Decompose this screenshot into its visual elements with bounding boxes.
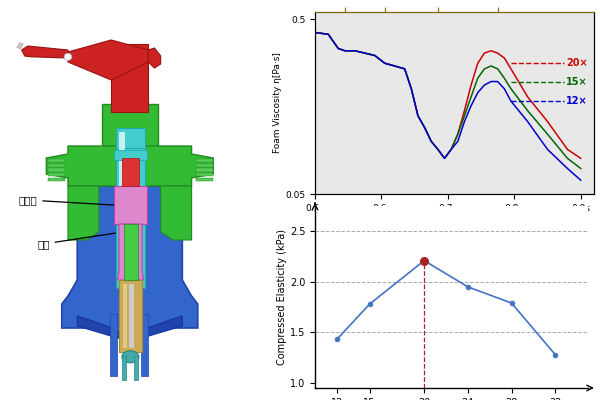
Text: 空气室: 空气室: [19, 195, 125, 208]
Polygon shape: [77, 316, 182, 338]
Bar: [110, 314, 118, 376]
Text: 20×: 20×: [566, 58, 588, 68]
Ellipse shape: [122, 351, 139, 363]
Bar: [48, 164, 65, 167]
Polygon shape: [62, 186, 198, 328]
Bar: [115, 186, 147, 224]
Text: 液室: 液室: [37, 229, 132, 249]
Bar: [48, 178, 65, 181]
Bar: [116, 136, 145, 288]
Polygon shape: [148, 48, 161, 68]
Ellipse shape: [64, 53, 72, 60]
Bar: [122, 158, 139, 186]
X-axis label: elapsed  time: elapsed time: [421, 216, 488, 226]
Bar: [196, 159, 213, 162]
Bar: [196, 168, 213, 172]
Bar: [119, 280, 142, 352]
Bar: [115, 150, 147, 160]
Bar: [122, 284, 127, 348]
Y-axis label: Foam Viscosity η[Pa·s]: Foam Viscosity η[Pa·s]: [274, 52, 283, 154]
Polygon shape: [118, 224, 143, 280]
Bar: [48, 168, 65, 172]
Bar: [140, 314, 148, 376]
Text: 15×: 15×: [566, 76, 588, 86]
Bar: [196, 178, 213, 181]
Polygon shape: [161, 186, 191, 240]
Polygon shape: [68, 40, 148, 80]
Bar: [129, 284, 134, 348]
Bar: [119, 132, 125, 200]
Text: 12×: 12×: [566, 96, 588, 106]
Bar: [122, 356, 126, 380]
Polygon shape: [68, 186, 99, 240]
Y-axis label: Compressed Elasticity (kPa): Compressed Elasticity (kPa): [277, 229, 287, 365]
Bar: [102, 104, 158, 148]
Bar: [111, 44, 148, 112]
Bar: [116, 128, 145, 148]
Polygon shape: [46, 146, 213, 186]
Bar: [196, 164, 213, 167]
Polygon shape: [22, 46, 68, 58]
Bar: [134, 356, 138, 380]
Bar: [124, 224, 137, 280]
Polygon shape: [17, 43, 23, 49]
Bar: [196, 173, 213, 176]
Bar: [48, 173, 65, 176]
Bar: [48, 159, 65, 162]
